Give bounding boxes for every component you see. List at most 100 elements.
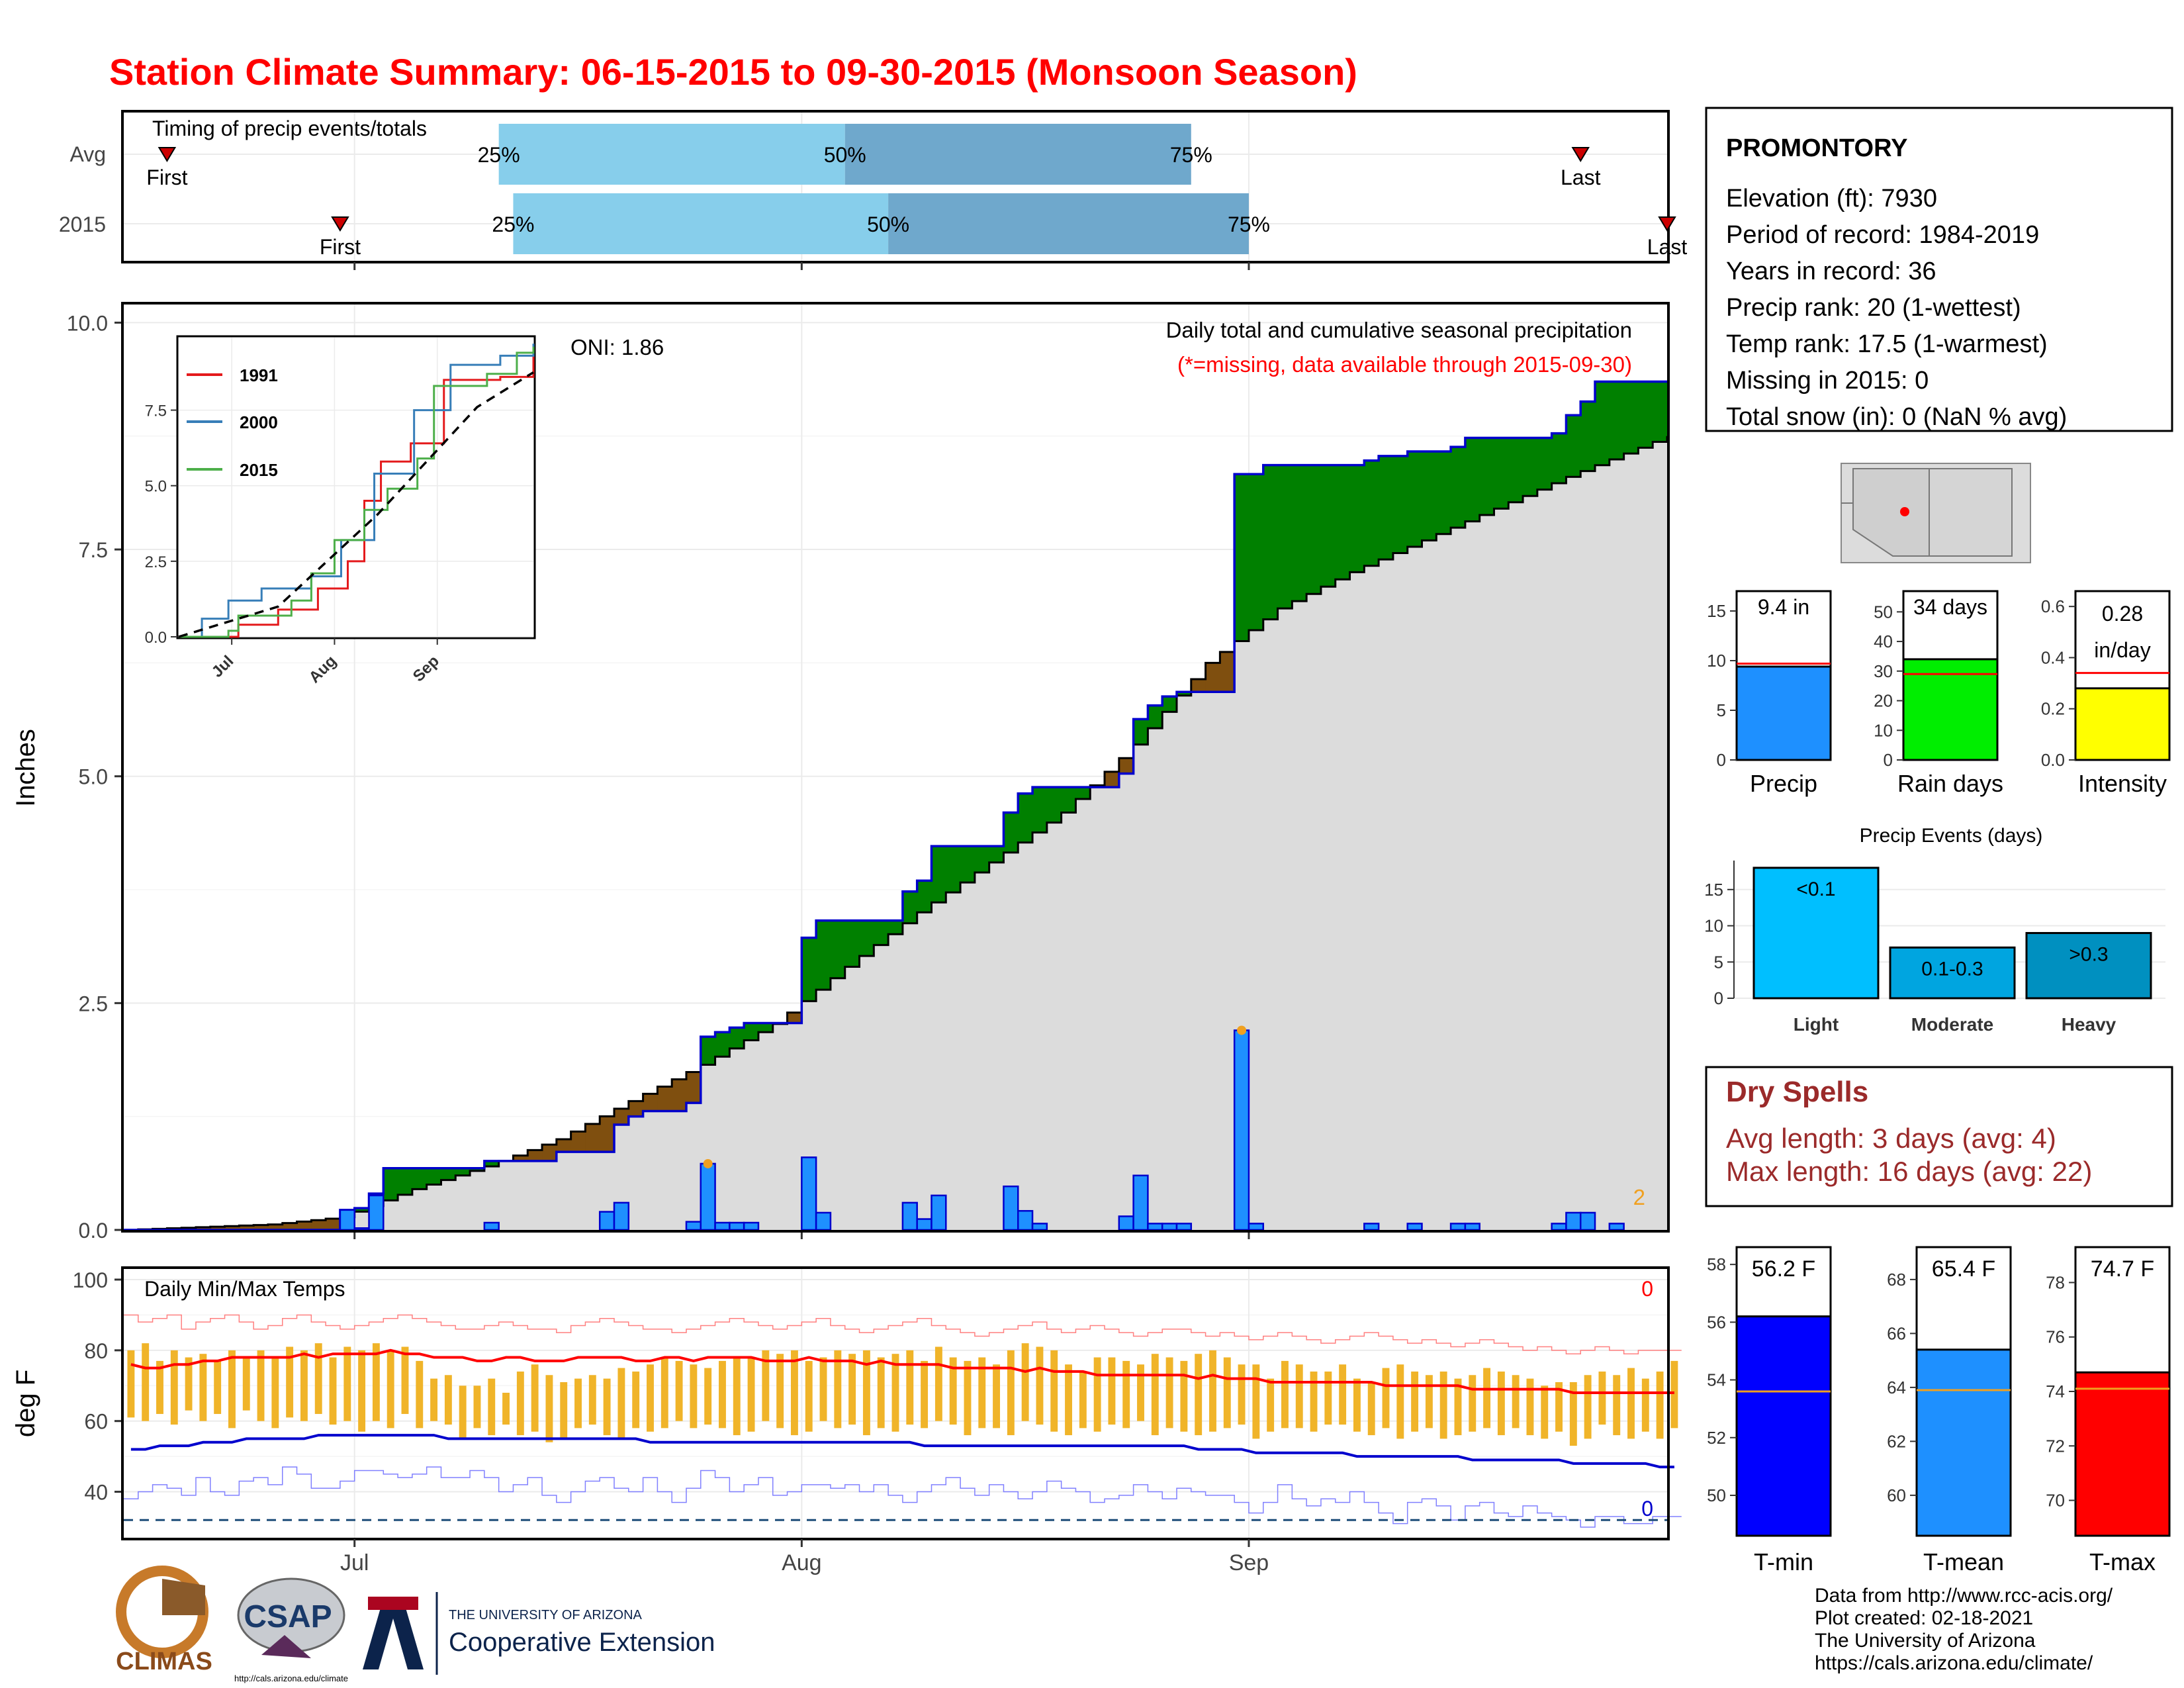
temp-summary-tick-label: 58 (1707, 1254, 1726, 1274)
temp-summary-tick-label: 72 (2046, 1436, 2065, 1456)
above-average-area (859, 920, 874, 957)
daily-temp-bar (516, 1371, 524, 1436)
footer: CLIMAS CSAP http://cals.arizona.edu/clim… (116, 1566, 2113, 1683)
above-average-area (354, 1208, 370, 1212)
daily-temp-bar (588, 1375, 596, 1425)
ua-line1: THE UNIVERSITY OF ARIZONA (449, 1608, 643, 1622)
summary-bar-tick-label: 15 (1707, 601, 1726, 621)
temp-ytick-label: 80 (84, 1339, 108, 1363)
events-bar-label: 0.1-0.3 (1921, 958, 1983, 980)
daily-precip-bar (368, 1194, 385, 1231)
above-average-area (1234, 474, 1250, 641)
average-min-line (130, 1434, 1674, 1469)
above-average-area (1003, 812, 1019, 853)
events-category-label: Moderate (1911, 1014, 1993, 1035)
oni-label: ONI: 1.86 (570, 335, 664, 359)
above-average-area (1176, 692, 1192, 696)
temp-summary-bar-t-mean (1915, 1348, 2012, 1537)
temp-summary-tick-label: 74 (2046, 1382, 2065, 1401)
dry-spells-avg: Avg length: 3 days (avg: 4) (1726, 1123, 2056, 1154)
daily-temp-bar (964, 1360, 972, 1436)
above-average-area (1609, 381, 1625, 459)
temp-summary-tick-label: 76 (2046, 1327, 2065, 1347)
daily-precip-bar (1003, 1185, 1019, 1231)
daily-temp-bar (1469, 1375, 1477, 1432)
summary-bars: 9.4 in 0 5 10 15 Precip 34 days 0 10 20 30 40 50 Rain… (1707, 590, 2171, 797)
daily-temp-bar (1512, 1375, 1520, 1429)
daily-temp-bar (1021, 1343, 1029, 1421)
daily-temp-bar (862, 1350, 870, 1436)
daily-precip-bar (1248, 1223, 1265, 1231)
below-average-area (253, 1225, 269, 1230)
missing-count: 2 (1633, 1185, 1645, 1209)
last-event-marker (1658, 216, 1676, 232)
timing-row-2015-label: 2015 (59, 212, 106, 236)
above-average-area (1479, 438, 1495, 515)
above-average-area (744, 1023, 759, 1041)
legend-2000: 2000 (240, 412, 278, 432)
daily-record-marker (703, 1158, 713, 1168)
daily-temp-bar (776, 1354, 784, 1429)
above-average-area (1248, 474, 1264, 631)
daily-temp-bar (1627, 1368, 1635, 1439)
above-average-area (426, 1168, 442, 1185)
daily-temp-bar (214, 1360, 222, 1415)
legend-1991: 1991 (240, 365, 278, 385)
below-average-area (570, 1131, 586, 1152)
daily-temp-bar (343, 1346, 351, 1421)
date-axis-label: Jul (340, 1550, 369, 1575)
timing-q25-label: 25% (492, 212, 534, 236)
below-average-area (1118, 758, 1134, 774)
daily-temp-bar (1425, 1375, 1433, 1429)
timing-q50-q75-bar (844, 124, 1191, 185)
daily-precip-bar (916, 1218, 933, 1231)
summary-bar-tick-label: 30 (1874, 661, 1893, 681)
above-average-area (383, 1168, 398, 1201)
daily-temp-bar (949, 1357, 957, 1425)
daily-temp-bar (603, 1378, 611, 1436)
daily-temp-bar (1396, 1364, 1404, 1439)
dry-spells-box: Dry Spells Avg length: 3 days (avg: 4) M… (1705, 1066, 2173, 1207)
above-average-area (1537, 438, 1553, 490)
timing-q75-label: 75% (1170, 143, 1212, 167)
station-info: PROMONTORY Elevation (ft): 7930 Period of… (1705, 107, 2173, 432)
daily-precip-bar (353, 1227, 370, 1231)
above-average-area (902, 891, 918, 923)
above-average-area (1508, 438, 1524, 502)
daily-temp-bar (488, 1378, 496, 1436)
summary-bar-tick-label: 0.2 (2041, 699, 2065, 719)
daily-temp-bar (416, 1360, 424, 1429)
events-category-label: Heavy (2062, 1014, 2116, 1035)
summary-bar-label: Precip (1750, 770, 1817, 797)
above-average-area (1335, 465, 1351, 580)
footer-credit-line: Plot created: 02-18-2021 (1815, 1607, 2033, 1629)
precip-chart: 0.0 2.5 5.0 7.5 10.0 Daily total and cumulat… (11, 302, 1670, 1243)
daily-record-marker (1237, 1025, 1247, 1035)
daily-temp-bar (1238, 1364, 1246, 1425)
daily-temp-bar (531, 1364, 539, 1432)
daily-temp-bar (1656, 1371, 1664, 1439)
below-average-area (585, 1123, 600, 1152)
above-average-area (398, 1168, 413, 1195)
timing-q50-label: 50% (824, 143, 866, 167)
footer-credit-line: Data from http://www.rcc-acis.org/ (1815, 1585, 2113, 1607)
daily-temp-bar (819, 1357, 827, 1421)
events-ytick-label: 5 (1714, 952, 1723, 972)
above-average-area (931, 846, 946, 903)
daily-temp-bar (1353, 1378, 1361, 1432)
above-average-area (1595, 381, 1610, 465)
daily-precip-bar (931, 1194, 947, 1231)
daily-temp-bar (1195, 1354, 1203, 1436)
inset-ytick-label: 5.0 (145, 478, 167, 496)
daily-temp-bar (1541, 1385, 1549, 1439)
temp-summary-label: T-max (2089, 1548, 2156, 1575)
daily-temp-bar (1382, 1368, 1390, 1429)
daily-temp-bar (545, 1375, 553, 1442)
above-average-area (1551, 433, 1567, 484)
above-average-area (1292, 465, 1307, 602)
below-average-area (542, 1145, 557, 1161)
daily-temp-bar (1209, 1350, 1216, 1432)
daily-temp-bar (1281, 1360, 1289, 1429)
temp-summary-tick-label: 52 (1707, 1428, 1726, 1448)
daily-temp-bar (444, 1375, 452, 1425)
